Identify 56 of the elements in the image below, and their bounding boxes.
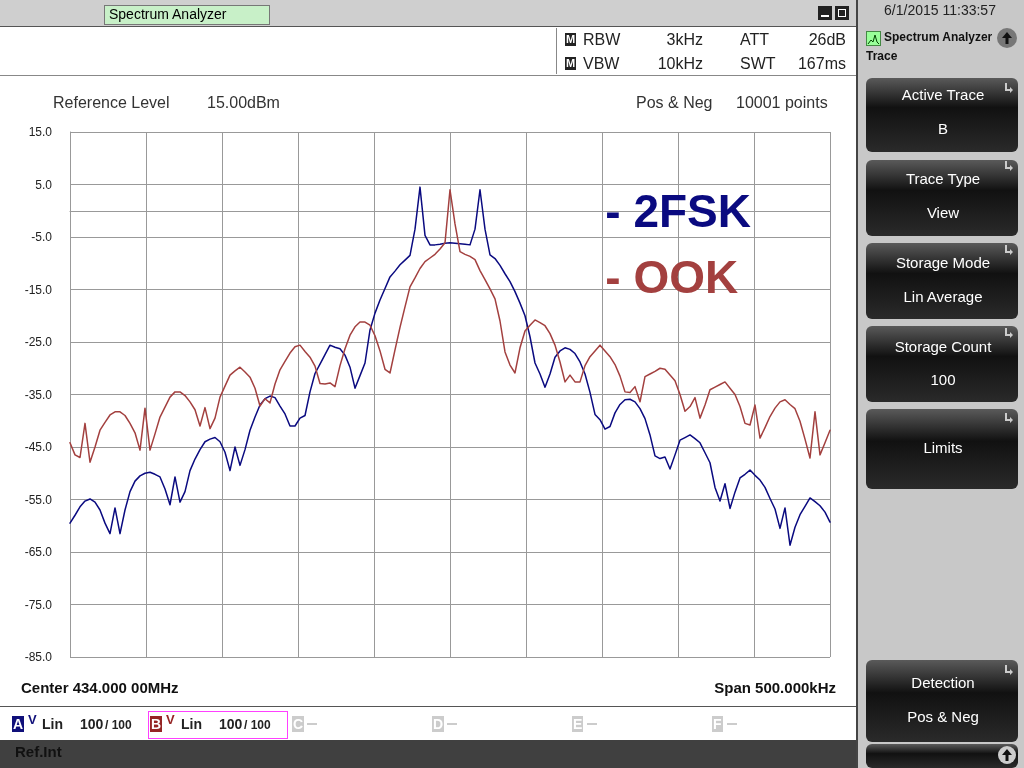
- text: 6/1/2015 11:33:57: [884, 2, 996, 19]
- text: M: [565, 33, 577, 46]
- text: Active Trace: [901, 86, 985, 104]
- text: 3kHz: [666, 31, 703, 50]
- text: SWT: [740, 55, 776, 74]
- text: Center 434.000 00MHz: [21, 679, 179, 697]
- y-tick-label: 5.0: [35, 177, 53, 192]
- text: RBW: [583, 31, 621, 50]
- text: VBW: [583, 55, 620, 74]
- y-tick-label: -25.0: [24, 335, 53, 349]
- text: Spectrum Analyzer: [884, 30, 993, 45]
- text: V: [166, 712, 175, 728]
- text: Lin: [181, 716, 202, 733]
- y-tick-label: -75.0: [24, 597, 53, 612]
- text: ATT: [740, 31, 770, 50]
- text: B: [937, 120, 949, 138]
- text: Lin: [42, 716, 63, 733]
- text: Trace Type: [905, 170, 981, 188]
- text: Reference Level: [53, 94, 170, 113]
- text: 10kHz: [657, 55, 703, 74]
- series-label: - OOK: [605, 251, 739, 303]
- text: Lin Average: [903, 288, 983, 306]
- text: A: [12, 716, 25, 733]
- text: M: [565, 57, 577, 70]
- text: Detection: [911, 674, 975, 692]
- text: Storage Mode: [895, 254, 991, 272]
- text: / 100: [244, 718, 271, 733]
- y-tick-label: 15.0: [28, 125, 53, 139]
- y-tick-label: -85.0: [24, 650, 53, 664]
- text: Pos & Neg: [636, 94, 713, 113]
- text: 26dB: [808, 31, 846, 50]
- y-tick-label: -55.0: [24, 492, 53, 507]
- text: V: [28, 712, 37, 728]
- text: 100: [930, 371, 956, 389]
- text: Pos & Neg: [907, 708, 979, 726]
- line-series: [69, 186, 831, 546]
- text: Limits: [923, 439, 963, 457]
- text: 100: [80, 716, 104, 733]
- chart-title: Spectrum Analyzer: [104, 5, 270, 25]
- line-series: [69, 189, 831, 463]
- text: / 100: [105, 718, 132, 733]
- y-tick-label: -15.0: [24, 282, 53, 297]
- text: View: [926, 204, 960, 222]
- text: 10001 points: [736, 94, 828, 113]
- text: Storage Count: [894, 338, 992, 356]
- y-tick-label: -35.0: [24, 387, 53, 402]
- text: Span 500.000kHz: [714, 679, 836, 697]
- text: 100: [219, 716, 243, 733]
- text: 167ms: [797, 55, 846, 74]
- text: 15.00dBm: [207, 94, 280, 113]
- text: B: [150, 716, 163, 733]
- text: Trace: [866, 49, 898, 64]
- text: - 2FSK: [605, 185, 752, 237]
- y-tick-label: -65.0: [24, 545, 53, 559]
- y-tick-label: -45.0: [24, 440, 53, 454]
- y-tick-label: -5.0: [31, 230, 53, 244]
